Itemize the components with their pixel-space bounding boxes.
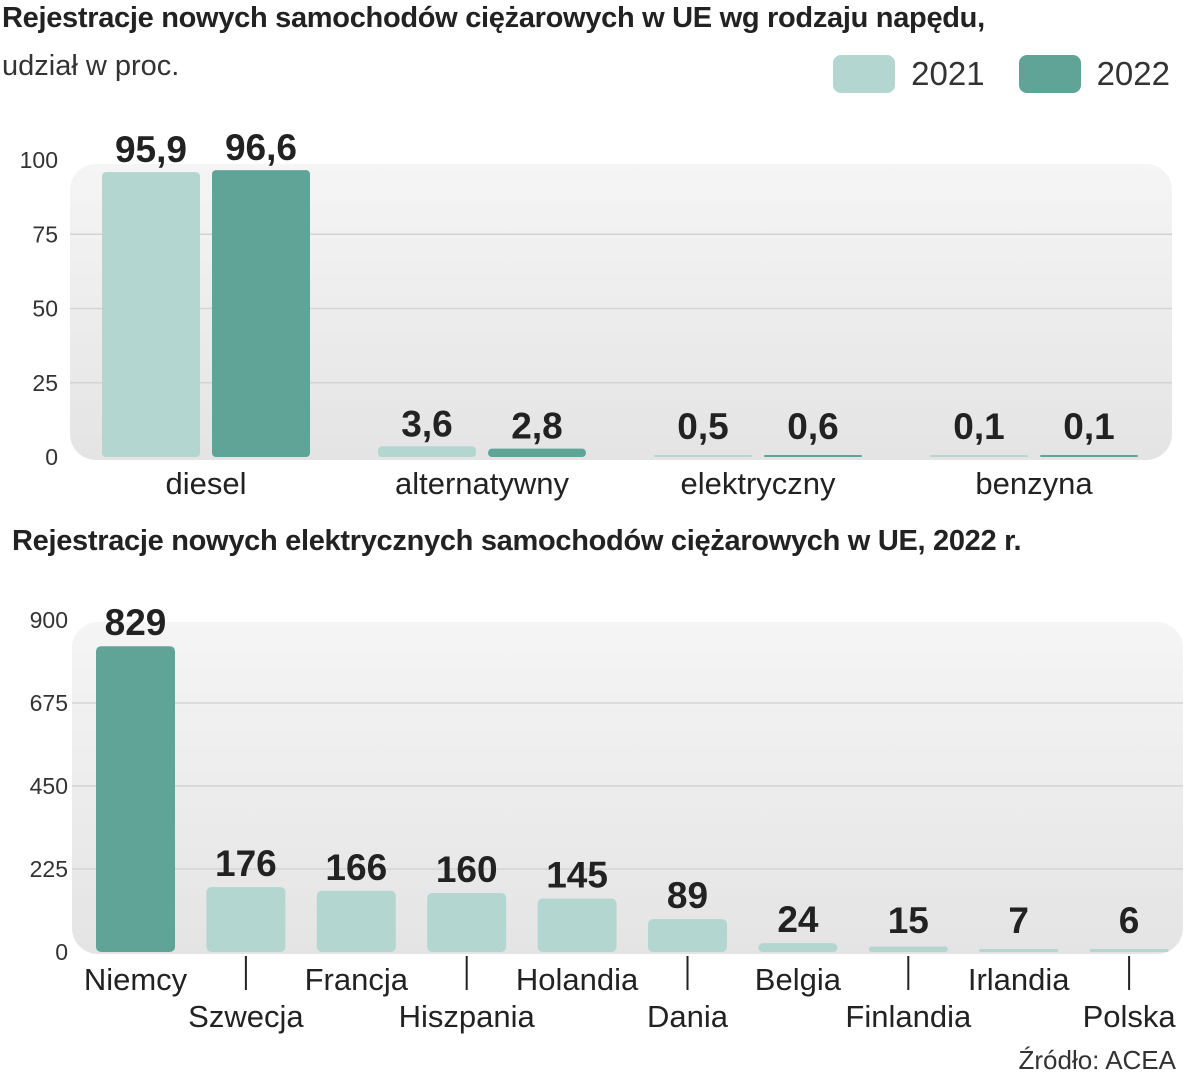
chart2-value-label: 15 — [888, 900, 929, 941]
legend-item-2022: 2022 — [1018, 55, 1170, 93]
chart2-y-tick-label: 450 — [30, 773, 68, 799]
source-note: Źródło: ACEA — [1018, 1045, 1176, 1075]
chart1-bar-diesel-2022 — [212, 170, 310, 457]
chart2-category-label-polska: Polska — [1083, 999, 1177, 1034]
chart2-value-label: 7 — [1008, 900, 1029, 941]
chart1-bar-alternatywny-2021 — [378, 446, 476, 457]
chart2-category-label-dania: Dania — [647, 999, 729, 1034]
chart2-y-tick-label: 900 — [30, 607, 68, 633]
chart1-value-label: 0,6 — [787, 406, 838, 447]
chart1-bar-elektryczny-2022 — [764, 455, 862, 457]
chart2-category-label-holandia: Holandia — [516, 962, 639, 997]
chart1-category-label-elektryczny: elektryczny — [680, 466, 836, 501]
chart2-category-label-irlandia: Irlandia — [968, 962, 1070, 997]
chart2-y-tick-label: 0 — [55, 939, 68, 965]
legend-label-2022: 2022 — [1096, 55, 1170, 92]
chart2-value-label: 145 — [546, 855, 608, 896]
chart2-title: Rejestracje nowych elektrycznych samocho… — [12, 525, 1022, 557]
chart2-value-label: 6 — [1119, 900, 1140, 941]
legend-swatch-2022 — [1018, 55, 1081, 93]
chart2-value-label: 24 — [777, 899, 819, 940]
chart1-bar-benzyna-2022 — [1040, 455, 1138, 457]
chart2-category-label-francja: Francja — [305, 962, 409, 997]
legend: 2021 2022 — [799, 55, 1170, 93]
chart1-value-label: 95,9 — [115, 129, 187, 170]
legend-item-2021: 2021 — [833, 55, 985, 93]
chart1-value-label: 3,6 — [401, 403, 452, 444]
chart2-bar-francja — [316, 890, 396, 952]
chart1-category-label-alternatywny: alternatywny — [395, 466, 570, 501]
chart2-bar-polska — [1089, 949, 1169, 952]
chart2-bar-hiszpania — [427, 892, 507, 952]
chart2-bar-finlandia — [868, 946, 948, 952]
chart1-value-label: 2,8 — [511, 406, 562, 447]
chart2-bar-niemcy — [96, 646, 175, 952]
chart2-bar-belgia — [758, 943, 838, 952]
chart1-y-tick-label: 75 — [32, 221, 58, 247]
chart2-category-label-finlandia: Finlandia — [845, 999, 972, 1034]
chart2-value-label: 176 — [215, 843, 277, 884]
chart2-y-tick-label: 225 — [30, 856, 68, 882]
legend-label-2021: 2021 — [911, 55, 985, 92]
chart2-category-label-szwecja: Szwecja — [188, 999, 304, 1034]
chart1-category-label-benzyna: benzyna — [975, 466, 1093, 501]
chart1-plot-area — [70, 164, 1172, 460]
chart1-bar-benzyna-2021 — [930, 455, 1028, 457]
chart1-value-label: 0,5 — [677, 406, 728, 447]
chart2-bar-irlandia — [979, 949, 1059, 952]
chart2-value-label: 160 — [436, 849, 498, 890]
chart1-value-label: 96,6 — [225, 127, 297, 168]
chart2-value-label: 89 — [667, 875, 708, 916]
chart2-bar-holandia — [537, 898, 617, 952]
legend-swatch-2021 — [833, 55, 896, 93]
chart2-y-tick-label: 675 — [30, 690, 68, 716]
chart1-title: Rejestracje nowych samochodów ciężarowyc… — [2, 2, 985, 34]
chart1-value-label: 0,1 — [1063, 406, 1114, 447]
chart2-bar-szwecja — [206, 887, 286, 952]
chart1-y-tick-label: 25 — [32, 370, 58, 396]
chart1-subtitle: udział w proc. — [2, 50, 180, 82]
chart2-category-label-niemcy: Niemcy — [84, 962, 188, 997]
chart1-bar-diesel-2021 — [102, 172, 200, 457]
chart2-category-label-belgia: Belgia — [755, 962, 842, 997]
chart1-value-label: 0,1 — [953, 406, 1004, 447]
chart1-bar-elektryczny-2021 — [654, 455, 752, 457]
chart1-bar-alternatywny-2022 — [488, 448, 586, 457]
chart1-y-tick-label: 0 — [45, 444, 58, 470]
chart2-value-label: 166 — [325, 847, 387, 888]
chart1-y-tick-label: 100 — [20, 147, 58, 173]
chart1-category-label-diesel: diesel — [166, 466, 247, 501]
chart2-plot-area — [72, 622, 1183, 954]
chart2-value-label: 829 — [105, 602, 167, 643]
chart1-y-tick-label: 50 — [32, 296, 58, 322]
chart2-category-label-hiszpania: Hiszpania — [399, 999, 536, 1034]
chart2-bar-dania — [648, 919, 727, 952]
